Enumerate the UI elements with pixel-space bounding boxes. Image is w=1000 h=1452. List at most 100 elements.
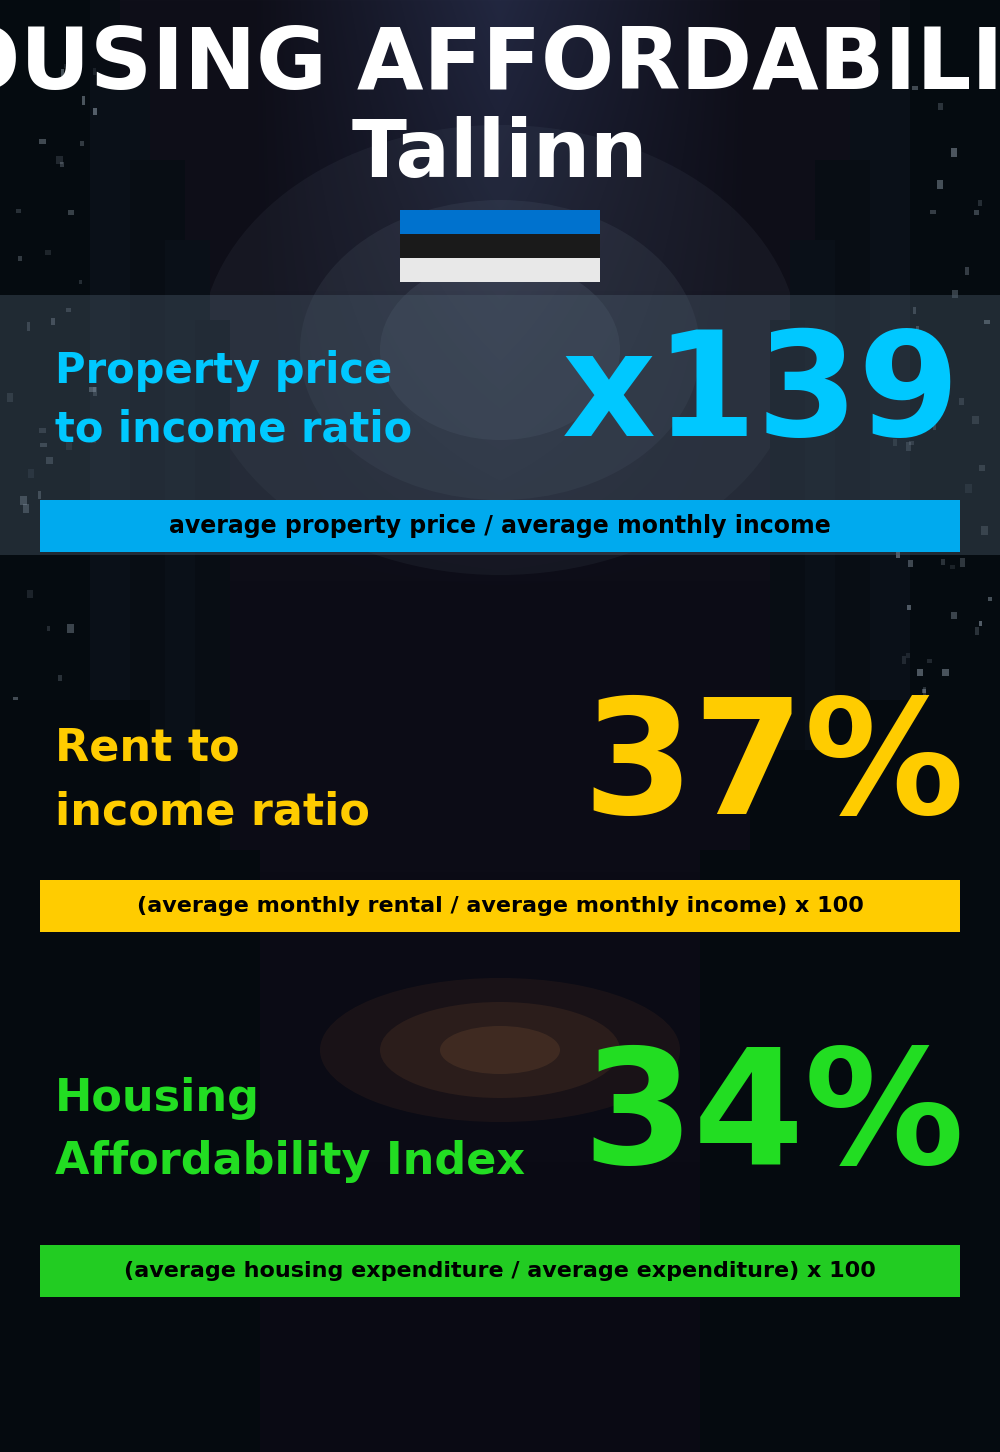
Ellipse shape	[380, 260, 620, 440]
Bar	[51, 318, 55, 325]
Bar	[815, 160, 870, 1452]
Bar	[89, 388, 96, 392]
Bar	[951, 611, 957, 619]
Bar	[67, 624, 74, 633]
Bar	[41, 546, 48, 552]
Bar	[950, 565, 955, 569]
FancyBboxPatch shape	[40, 499, 960, 552]
Text: average property price / average monthly income: average property price / average monthly…	[169, 514, 831, 539]
Bar	[58, 675, 62, 681]
Text: (average housing expenditure / average expenditure) x 100: (average housing expenditure / average e…	[124, 1260, 876, 1281]
Bar	[930, 211, 936, 213]
Bar	[959, 398, 964, 405]
Bar	[60, 163, 64, 167]
Bar	[760, 800, 840, 1452]
Bar	[80, 80, 150, 1452]
Bar	[37, 73, 41, 77]
Bar	[770, 319, 805, 1452]
Bar	[965, 484, 972, 494]
Bar	[979, 465, 985, 470]
Bar	[46, 457, 53, 465]
Bar	[16, 209, 21, 213]
Bar	[923, 687, 926, 696]
Bar	[972, 417, 979, 424]
Bar	[66, 308, 71, 312]
Bar	[61, 70, 64, 78]
Bar	[912, 86, 918, 90]
Bar	[18, 256, 22, 261]
Bar	[820, 700, 970, 1452]
Bar	[0, 0, 90, 1452]
Bar	[902, 656, 906, 664]
Bar	[28, 469, 34, 478]
Bar	[975, 627, 979, 635]
Text: Property price
to income ratio: Property price to income ratio	[55, 350, 412, 450]
Bar	[56, 155, 63, 164]
Ellipse shape	[380, 1002, 620, 1098]
Bar	[913, 306, 916, 314]
Bar	[952, 290, 958, 298]
Bar	[100, 751, 200, 1452]
Bar	[906, 441, 911, 452]
Bar	[903, 395, 910, 399]
Bar	[68, 211, 74, 215]
Bar	[140, 800, 220, 1452]
Bar	[907, 605, 911, 610]
Text: Tallinn: Tallinn	[352, 116, 648, 195]
Bar	[13, 697, 18, 703]
Bar	[87, 508, 94, 515]
Bar	[951, 148, 957, 157]
Bar	[0, 700, 150, 1452]
Bar	[20, 497, 27, 505]
Bar	[80, 141, 84, 147]
Text: (average monthly rental / average monthly income) x 100: (average monthly rental / average monthl…	[137, 896, 863, 916]
Bar	[910, 0, 1000, 1452]
Bar	[64, 64, 71, 68]
Bar	[942, 669, 949, 677]
Bar	[27, 590, 33, 598]
Text: 37%: 37%	[583, 693, 965, 848]
Bar	[913, 428, 916, 433]
Bar	[27, 322, 30, 331]
Ellipse shape	[440, 1027, 560, 1074]
Text: HOUSING AFFORDABILITY: HOUSING AFFORDABILITY	[0, 23, 1000, 106]
Bar	[896, 550, 900, 558]
Bar	[93, 107, 97, 115]
FancyBboxPatch shape	[40, 1244, 960, 1297]
Bar	[893, 439, 897, 446]
Ellipse shape	[200, 125, 800, 575]
Bar	[965, 267, 969, 274]
Bar	[933, 423, 936, 430]
Bar	[927, 659, 932, 664]
Bar	[39, 428, 46, 433]
Text: 34%: 34%	[583, 1043, 965, 1198]
Bar	[922, 690, 926, 693]
Bar	[69, 511, 74, 515]
Bar	[38, 491, 41, 499]
Bar	[40, 443, 47, 447]
Bar	[82, 96, 85, 105]
Bar	[23, 504, 29, 513]
Bar	[850, 80, 920, 1452]
Bar	[917, 669, 923, 677]
Bar	[908, 560, 913, 566]
FancyBboxPatch shape	[0, 295, 1000, 555]
Bar	[938, 103, 943, 110]
Bar	[66, 441, 72, 450]
Bar	[91, 434, 96, 443]
Bar	[790, 240, 835, 1452]
Bar	[909, 441, 914, 444]
Bar	[200, 849, 260, 1452]
Ellipse shape	[320, 979, 680, 1122]
Bar	[960, 558, 965, 566]
Bar	[978, 200, 982, 206]
Bar	[979, 621, 982, 626]
Bar	[974, 211, 979, 215]
Ellipse shape	[300, 200, 700, 499]
Bar	[916, 327, 919, 333]
Bar	[400, 234, 600, 258]
Bar	[400, 211, 600, 234]
Bar	[47, 626, 50, 632]
Bar	[941, 559, 945, 565]
Bar	[906, 653, 910, 658]
